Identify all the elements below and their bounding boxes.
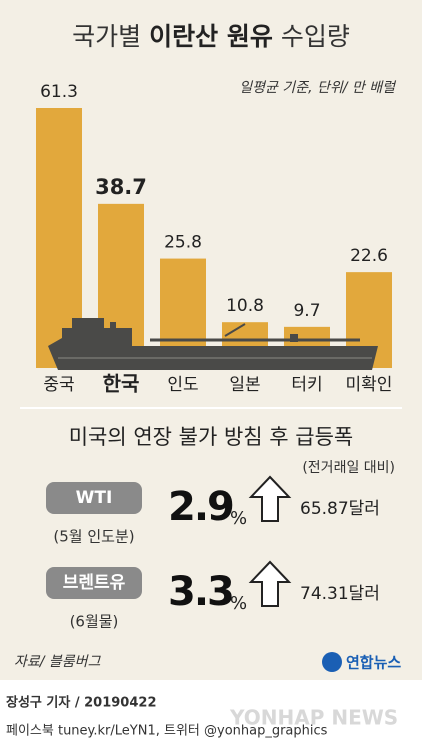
social: 페이스북 tuney.kr/LeYN1, 트위터 @yonhap_graphic…	[6, 724, 328, 739]
unit: %	[230, 508, 247, 529]
row-name: WTI	[76, 488, 113, 508]
unit: %	[230, 593, 247, 614]
subtitle: 일평균 기준, 단위/ 만 배럴	[239, 80, 397, 96]
ship	[48, 318, 378, 370]
value-label: 10.8	[226, 296, 264, 316]
category-labels: 중국 한국 인도 일본 터키 미확인	[43, 372, 392, 396]
badge	[46, 567, 142, 599]
row-detail: (6월물)	[70, 613, 119, 631]
title-part: 국가별	[72, 22, 141, 51]
change: 3.3	[168, 569, 233, 615]
x-tick-label: 인도	[167, 375, 198, 395]
value-label: 22.6	[350, 246, 388, 266]
title-part: 수입량	[281, 22, 350, 51]
logo-mark	[322, 652, 342, 672]
x-tick-label: 미확인	[346, 375, 393, 395]
x-tick-label: 터키	[291, 375, 322, 395]
row-name: 브렌트유	[63, 573, 126, 593]
value-label: 25.8	[164, 233, 202, 253]
x-tick-label: 일본	[229, 375, 260, 395]
price: 65.87달러	[300, 499, 380, 519]
value-label: 61.3	[40, 82, 78, 102]
x-tick-label: 한국	[103, 372, 140, 396]
title-bold: 이란산 원유	[149, 22, 273, 51]
bars: 61.3 38.7 25.8 10.8 9.7 22.6	[36, 82, 392, 368]
row-detail: (5월 인도분)	[53, 528, 134, 546]
x-tick-label: 중국	[43, 375, 74, 395]
value-label: 38.7	[95, 175, 147, 199]
panel-title: 미국의 연장 불가 방침 후 급등폭	[69, 425, 354, 449]
value-label: 9.7	[293, 301, 320, 321]
chart-title: 국가별 이란산 원유 수입량	[72, 22, 350, 51]
up-arrow	[248, 475, 292, 522]
price: 74.31달러	[300, 584, 380, 604]
panel-note: (전거래일 대비)	[302, 460, 395, 476]
byline: 장성구 기자 / 20190422	[6, 695, 157, 711]
up-arrow	[248, 560, 292, 607]
source: 자료/ 블룸버그	[14, 654, 102, 670]
badge	[46, 482, 142, 514]
watermark: YONHAP NEWS	[229, 706, 398, 730]
change: 2.9	[168, 484, 233, 530]
logo: 연합뉴스	[346, 654, 401, 672]
